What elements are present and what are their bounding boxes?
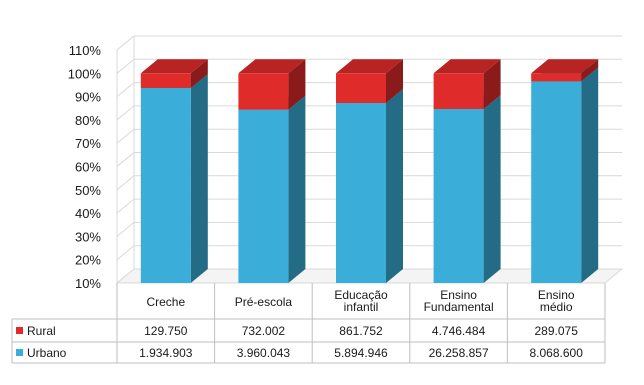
category-label: Creche — [146, 295, 185, 309]
bar-rural-front — [433, 73, 484, 109]
category-label: Fundamental — [424, 300, 494, 314]
bar-urbano-front — [336, 103, 386, 284]
gridline-side — [116, 82, 135, 97]
category-label: infantil — [344, 300, 379, 314]
bars — [140, 59, 599, 284]
bar-urbano-front — [531, 81, 582, 283]
gridline-side — [116, 175, 135, 191]
gridline-side — [116, 198, 135, 214]
gridline-side — [116, 105, 135, 121]
y-tick-label: 20% — [75, 253, 101, 268]
bar-urbano — [531, 67, 599, 283]
legend-key-urbano — [16, 349, 23, 356]
bar-rural-side — [190, 59, 208, 88]
data-table: Creche Pré-escola EducaçãoinfantilEnsinoFu… — [11, 283, 606, 364]
category-label: médio — [540, 300, 573, 314]
bar-urbano-front — [433, 108, 484, 283]
category-label: Pré-escola — [235, 295, 293, 309]
y-tick-labels: 10% 20% 30% 40% 50% 60% 70% 80% 90% 100% 110% — [68, 43, 102, 291]
category-label: Ensino — [440, 288, 477, 302]
bar-rural — [336, 59, 403, 104]
bar-rural-side — [386, 59, 403, 104]
bar-rural-top — [336, 59, 403, 74]
bar-rural-front — [336, 73, 386, 104]
bar-rural-side — [581, 59, 599, 82]
gridline-side — [116, 128, 135, 144]
bar-rural — [433, 59, 501, 109]
bar-urbano-side — [288, 95, 306, 283]
legend-label-urbano: Urbano — [27, 346, 67, 360]
y-tick-label: 100% — [68, 66, 102, 81]
data-label-urbano: 5.894.946 — [334, 346, 388, 360]
bar-rural-top — [531, 59, 599, 74]
data-label-rural: 4.746.484 — [432, 324, 486, 338]
bar-rural-top — [238, 59, 306, 74]
y-tick-label: 30% — [75, 229, 101, 244]
category-label: Educação — [334, 288, 388, 302]
data-label-urbano: 8.068.600 — [530, 346, 584, 360]
y-tick-label: 70% — [75, 136, 101, 151]
bar-urbano-front — [238, 109, 289, 283]
legend-key-rural — [16, 327, 23, 334]
gridline-side — [116, 58, 135, 74]
bar-urbano-side — [581, 67, 599, 283]
data-label-urbano: 26.258.857 — [429, 346, 489, 360]
bar-urbano-front — [140, 87, 191, 283]
gridline-side — [116, 222, 135, 237]
bar-rural-top — [433, 59, 501, 74]
bar-rural-side — [288, 59, 306, 110]
bar-urbano — [238, 95, 306, 283]
data-label-rural: 129.750 — [144, 324, 188, 338]
bar-rural — [140, 59, 208, 88]
bar-rural — [238, 59, 306, 110]
gridline-side — [116, 35, 135, 51]
category-label: Ensino — [538, 288, 575, 302]
bar-rural-top — [140, 59, 208, 74]
y-tick-label: 40% — [75, 206, 101, 221]
data-label-rural: 732.002 — [242, 324, 286, 338]
bar-urbano-side — [190, 73, 208, 283]
bar-rural-side — [483, 59, 501, 109]
y-tick-label: 60% — [75, 160, 101, 175]
bar-urbano-side — [483, 94, 501, 283]
y-tick-label: 80% — [75, 113, 101, 128]
data-label-urbano: 3.960.043 — [237, 346, 291, 360]
bar-urbano — [433, 94, 501, 283]
bar-urbano — [336, 89, 403, 284]
y-tick-label: 50% — [75, 183, 101, 198]
data-label-rural: 289.075 — [535, 324, 579, 338]
bar-rural-front — [531, 73, 582, 82]
data-label-urbano: 1.934.903 — [139, 346, 193, 360]
gridline-side — [116, 152, 135, 167]
y-tick-label: 10% — [75, 276, 101, 291]
bar-urbano-side — [386, 89, 403, 284]
y-tick-label: 110% — [69, 43, 102, 58]
y-tick-label: 90% — [75, 90, 101, 105]
bar-rural-front — [140, 73, 191, 88]
legend-label-rural: Rural — [27, 324, 56, 338]
bar-urbano — [140, 73, 208, 283]
gridline-side — [116, 245, 135, 261]
bar-rural-front — [238, 73, 289, 110]
bar-rural — [531, 59, 599, 82]
data-label-rural: 861.752 — [339, 324, 383, 338]
